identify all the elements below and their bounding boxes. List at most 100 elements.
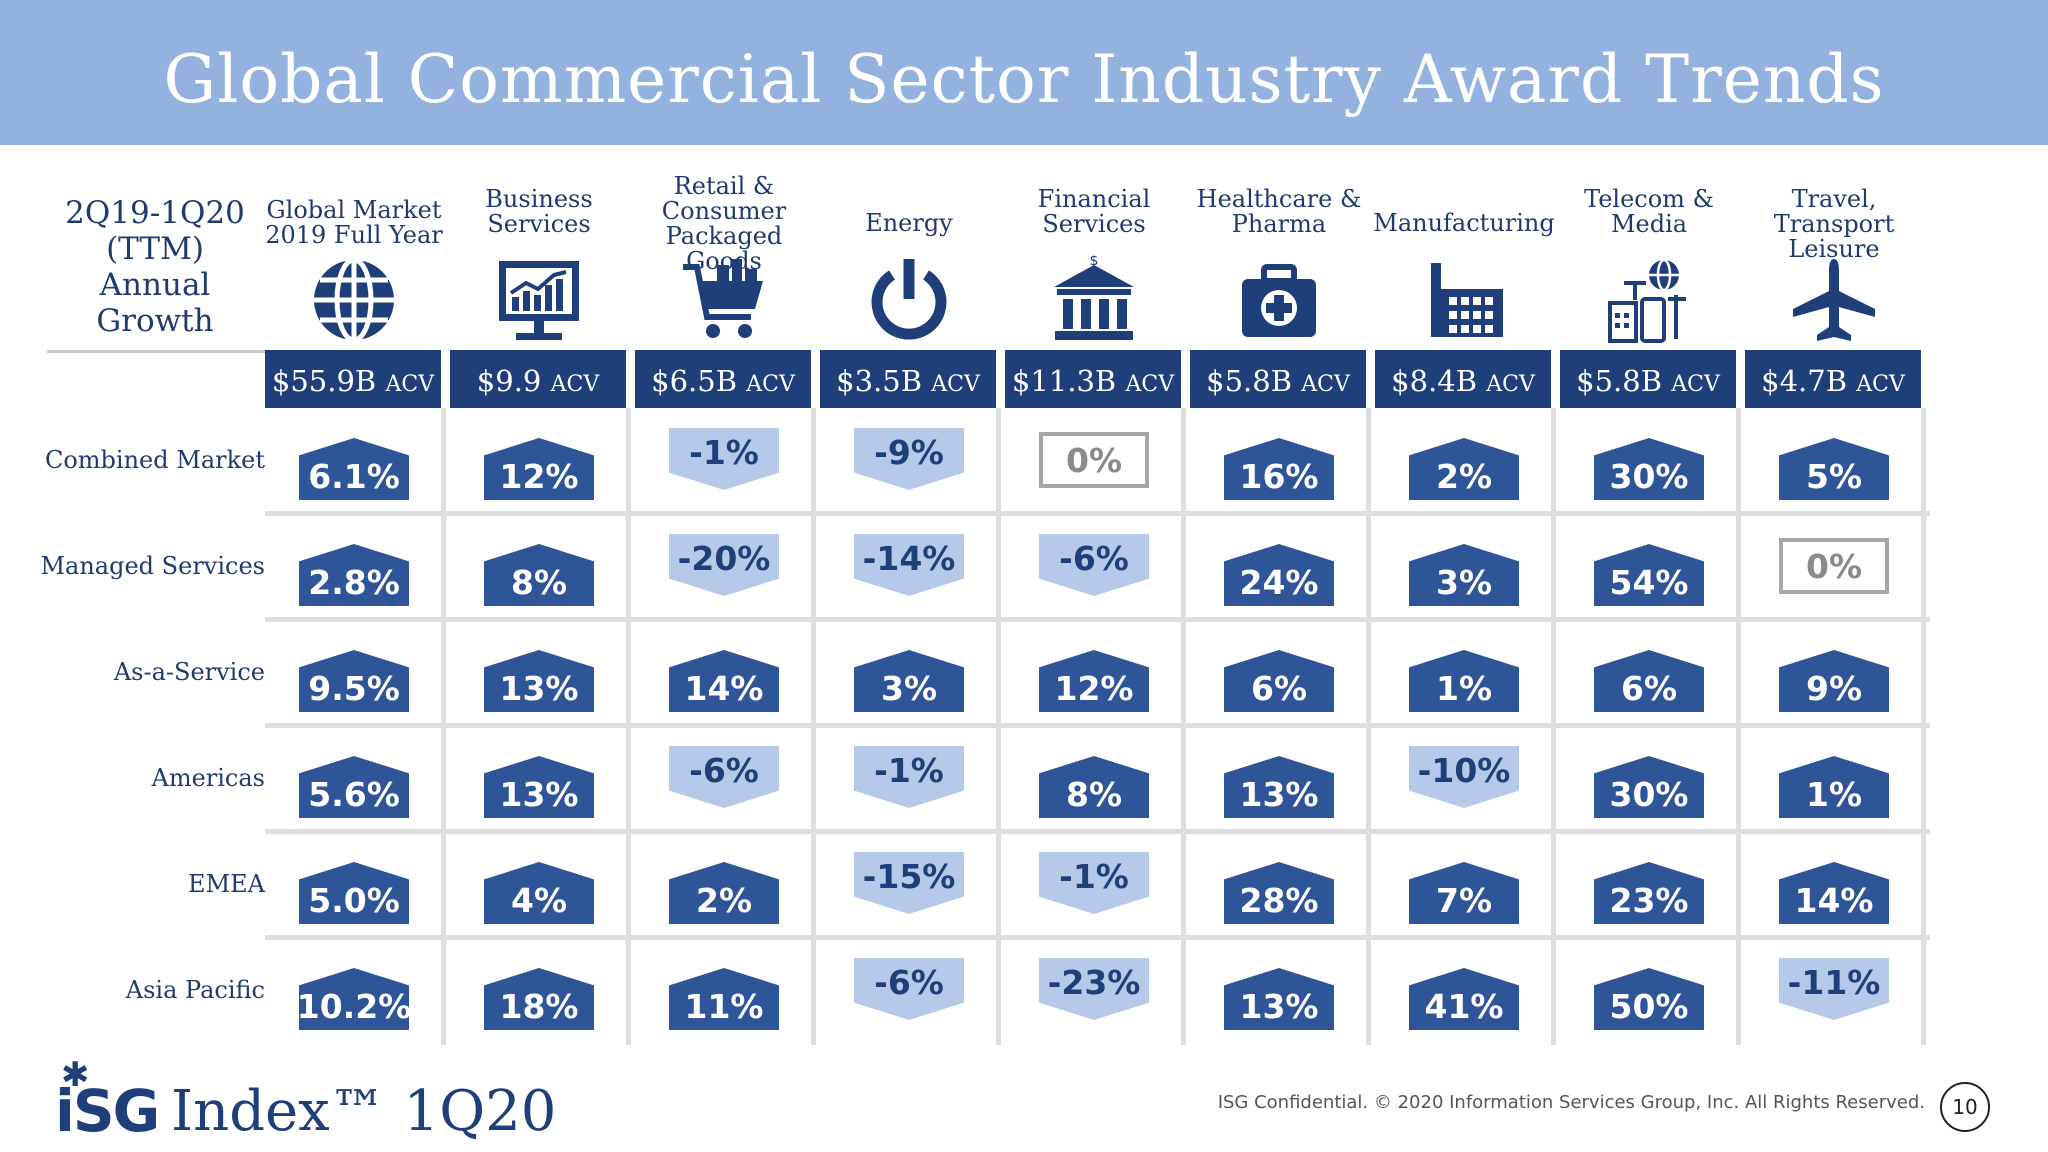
growth-value: 6.1% [299, 438, 409, 500]
growth-value: 23% [1594, 862, 1704, 924]
growth-value: 8% [1039, 756, 1149, 818]
column-label: Retail & Consumer Packaged Goods [661, 172, 787, 275]
growth-value: -9% [854, 428, 964, 490]
growth-value: 14% [669, 650, 779, 712]
growth-value: 6% [1594, 650, 1704, 712]
row-divider [265, 829, 1930, 834]
globe-icon [309, 255, 399, 345]
growth-value: 5% [1779, 438, 1889, 500]
growth-value: 5.6% [299, 756, 409, 818]
acv-value: $3.5B ACV [820, 350, 996, 408]
star-icon: ✱ [61, 1055, 90, 1095]
column-label: Business Services [485, 185, 593, 238]
growth-value: 2.8% [299, 544, 409, 606]
page-title: Global Commercial Sector Industry Award … [163, 41, 1885, 118]
growth-value: 30% [1594, 438, 1704, 500]
acv-amount: $5.8B [1206, 364, 1302, 398]
acv-unit: ACV [1856, 372, 1905, 397]
period-divider [47, 350, 265, 353]
growth-value: -1% [1039, 852, 1149, 914]
growth-value: -10% [1409, 746, 1519, 808]
growth-value: 13% [1224, 968, 1334, 1030]
acv-amount: $8.4B [1391, 364, 1487, 398]
acv-value: $8.4B ACV [1375, 350, 1551, 408]
row-divider [265, 617, 1930, 622]
airplane-icon [1789, 255, 1879, 345]
period-label: 2Q19-1Q20 (TTM) Annual Growth [65, 195, 245, 339]
column-label: Energy [865, 208, 953, 237]
bank-icon: $ [1049, 253, 1139, 345]
growth-value: -11% [1779, 958, 1889, 1020]
growth-value: -23% [1039, 958, 1149, 1020]
growth-value: 2% [669, 862, 779, 924]
growth-value: 4% [484, 862, 594, 924]
row-divider [265, 723, 1930, 728]
row-label: Managed Services [40, 552, 265, 580]
acv-unit: ACV [1671, 372, 1720, 397]
growth-value: 13% [1224, 756, 1334, 818]
growth-value: 41% [1409, 968, 1519, 1030]
medical-kit-icon [1234, 255, 1324, 345]
growth-value: -6% [669, 746, 779, 808]
growth-value: 6% [1224, 650, 1334, 712]
growth-value: 30% [1594, 756, 1704, 818]
acv-unit: ACV [931, 372, 980, 397]
acv-value: $6.5B ACV [635, 350, 811, 408]
confidential-notice: ISG Confidential. © 2020 Information Ser… [1217, 1092, 1925, 1113]
growth-value: 16% [1224, 438, 1334, 500]
growth-value: 50% [1594, 968, 1704, 1030]
acv-unit: ACV [1125, 372, 1175, 397]
acv-unit: ACV [385, 372, 435, 397]
growth-value: 14% [1779, 862, 1889, 924]
row-divider [265, 935, 1930, 940]
growth-value: 24% [1224, 544, 1334, 606]
growth-value: 9.5% [299, 650, 409, 712]
acv-amount: $11.3B [1011, 364, 1126, 398]
title-banner [0, 0, 2048, 145]
growth-value: -1% [854, 746, 964, 808]
growth-value: 13% [484, 650, 594, 712]
row-label: Americas [151, 764, 265, 792]
acv-value: $5.8B ACV [1560, 350, 1736, 408]
growth-value: 0% [1779, 538, 1889, 594]
row-label: Combined Market [44, 446, 265, 474]
power-icon [864, 255, 954, 345]
acv-value: $55.9B ACV [265, 350, 441, 408]
growth-value: -1% [669, 428, 779, 490]
row-label: Asia Pacific [125, 976, 265, 1004]
svg-text:$: $ [1090, 255, 1099, 269]
growth-value: 13% [484, 756, 594, 818]
acv-unit: ACV [550, 372, 600, 397]
factory-icon [1419, 255, 1509, 345]
column-label: Global Market 2019 Full Year [265, 196, 443, 249]
growth-value: 18% [484, 968, 594, 1030]
acv-unit: ACV [1301, 372, 1350, 397]
acv-value: $5.8B ACV [1190, 350, 1366, 408]
row-divider [265, 511, 1930, 516]
growth-value: 3% [854, 650, 964, 712]
shopping-cart-icon [679, 255, 769, 345]
growth-value: -6% [854, 958, 964, 1020]
growth-value: -6% [1039, 534, 1149, 596]
logo-text: Index™ 1Q20 [171, 1079, 557, 1144]
acv-value: $4.7B ACV [1745, 350, 1921, 408]
chart-monitor-icon [494, 255, 584, 345]
column-label: Healthcare & Pharma [1196, 185, 1362, 238]
growth-value: -15% [854, 852, 964, 914]
growth-value: 1% [1409, 650, 1519, 712]
column-label: Travel, Transport Leisure [1773, 184, 1895, 263]
growth-value: 12% [1039, 650, 1149, 712]
row-label: EMEA [188, 870, 265, 898]
acv-amount: $6.5B [651, 364, 747, 398]
acv-amount: $55.9B [271, 364, 386, 398]
growth-value: -20% [669, 534, 779, 596]
growth-value: 54% [1594, 544, 1704, 606]
growth-value: 3% [1409, 544, 1519, 606]
logo-mark: iSG [55, 1077, 160, 1145]
page-number: 10 [1940, 1082, 1990, 1132]
telecom-icon [1604, 255, 1694, 345]
growth-value: 2% [1409, 438, 1519, 500]
acv-unit: ACV [746, 372, 795, 397]
acv-amount: $3.5B [836, 364, 932, 398]
growth-value: 12% [484, 438, 594, 500]
